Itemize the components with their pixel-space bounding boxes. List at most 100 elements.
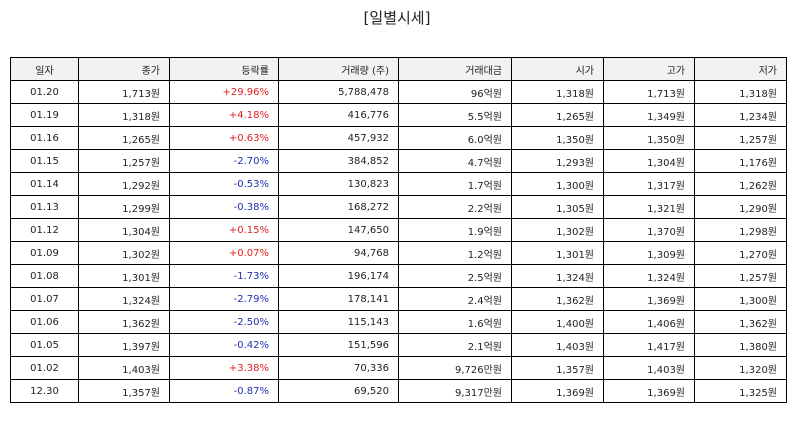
table-row: 01.07 1,324원 -2.79% 178,141 2.4억원 1,362원 1,369… [10,287,787,311]
cell-low: 1,257원 [694,126,787,150]
cell-close: 1,403원 [78,356,170,380]
cell-amount: 1.7억원 [398,172,512,196]
cell-amount: 96억원 [398,80,512,104]
cell-date: 01.08 [10,264,79,288]
cell-close: 1,318원 [78,103,170,127]
header-volume: 거래량 (주) [278,57,399,81]
cell-amount: 9,317만원 [398,379,512,403]
cell-open: 1,369원 [511,379,604,403]
cell-close: 1,301원 [78,264,170,288]
table-row: 01.15 1,257원 -2.70% 384,852 4.7억원 1,293원 1,304… [10,149,787,173]
cell-volume: 5,788,478 [278,80,399,104]
cell-low: 1,234원 [694,103,787,127]
table-row: 01.16 1,265원 +0.63% 457,932 6.0억원 1,350원 1,350… [10,126,787,150]
cell-high: 1,304원 [603,149,695,173]
cell-amount: 2.1억원 [398,333,512,357]
cell-amount: 2.2억원 [398,195,512,219]
cell-volume: 151,596 [278,333,399,357]
cell-volume: 147,650 [278,218,399,242]
header-amount: 거래대금 [398,57,512,81]
cell-open: 1,400원 [511,310,604,334]
cell-open: 1,318원 [511,80,604,104]
cell-open: 1,362원 [511,287,604,311]
cell-volume: 69,520 [278,379,399,403]
cell-low: 1,318원 [694,80,787,104]
cell-volume: 130,823 [278,172,399,196]
cell-low: 1,300원 [694,287,787,311]
daily-quote-table: 일자 종가 등락률 거래량 (주) 거래대금 시가 고가 저가 01.20 1,7… [10,57,787,403]
cell-close: 1,265원 [78,126,170,150]
cell-amount: 9,726만원 [398,356,512,380]
cell-close: 1,357원 [78,379,170,403]
cell-close: 1,292원 [78,172,170,196]
cell-volume: 384,852 [278,149,399,173]
cell-change: -2.79% [169,287,279,311]
cell-amount: 2.5억원 [398,264,512,288]
cell-open: 1,324원 [511,264,604,288]
cell-high: 1,369원 [603,379,695,403]
cell-close: 1,302원 [78,241,170,265]
page-title: [일별시세] [363,9,431,27]
cell-change: +4.18% [169,103,279,127]
table-row: 01.13 1,299원 -0.38% 168,272 2.2억원 1,305원 1,321… [10,195,787,219]
cell-amount: 2.4억원 [398,287,512,311]
cell-close: 1,257원 [78,149,170,173]
cell-low: 1,325원 [694,379,787,403]
cell-close: 1,304원 [78,218,170,242]
cell-volume: 178,141 [278,287,399,311]
cell-change: -0.42% [169,333,279,357]
cell-low: 1,380원 [694,333,787,357]
table-row: 01.19 1,318원 +4.18% 416,776 5.5억원 1,265원 1,349… [10,103,787,127]
cell-close: 1,299원 [78,195,170,219]
cell-close: 1,362원 [78,310,170,334]
table-row: 01.02 1,403원 +3.38% 70,336 9,726만원 1,357원 1,40… [10,356,787,380]
cell-change: +0.63% [169,126,279,150]
table-row: 01.20 1,713원 +29.96% 5,788,478 96억원 1,318원 1,7… [10,80,787,104]
header-date: 일자 [10,57,79,81]
table-body: 01.20 1,713원 +29.96% 5,788,478 96억원 1,318원 1,7… [10,80,787,403]
cell-date: 01.07 [10,287,79,311]
cell-change: +3.38% [169,356,279,380]
cell-volume: 115,143 [278,310,399,334]
cell-high: 1,324원 [603,264,695,288]
cell-open: 1,350원 [511,126,604,150]
table-row: 12.30 1,357원 -0.87% 69,520 9,317만원 1,369원 1,36… [10,379,787,403]
header-change: 등락률 [169,57,279,81]
cell-date: 01.19 [10,103,79,127]
cell-high: 1,349원 [603,103,695,127]
cell-volume: 416,776 [278,103,399,127]
cell-open: 1,302원 [511,218,604,242]
cell-close: 1,397원 [78,333,170,357]
cell-change: -2.50% [169,310,279,334]
cell-open: 1,357원 [511,356,604,380]
cell-high: 1,309원 [603,241,695,265]
cell-close: 1,324원 [78,287,170,311]
table-header-row: 일자 종가 등락률 거래량 (주) 거래대금 시가 고가 저가 [10,57,787,81]
table-row: 01.05 1,397원 -0.42% 151,596 2.1억원 1,403원 1,417… [10,333,787,357]
cell-amount: 1.6억원 [398,310,512,334]
cell-date: 01.20 [10,80,79,104]
cell-open: 1,293원 [511,149,604,173]
cell-volume: 168,272 [278,195,399,219]
table-row: 01.09 1,302원 +0.07% 94,768 1.2억원 1,301원 1,309원… [10,241,787,265]
cell-high: 1,369원 [603,287,695,311]
cell-high: 1,403원 [603,356,695,380]
cell-date: 01.13 [10,195,79,219]
cell-low: 1,320원 [694,356,787,380]
cell-date: 01.02 [10,356,79,380]
cell-volume: 94,768 [278,241,399,265]
cell-change: +0.15% [169,218,279,242]
header-open: 시가 [511,57,604,81]
cell-high: 1,370원 [603,218,695,242]
cell-high: 1,713원 [603,80,695,104]
cell-open: 1,300원 [511,172,604,196]
cell-high: 1,321원 [603,195,695,219]
cell-date: 01.06 [10,310,79,334]
cell-change: +29.96% [169,80,279,104]
table-row: 01.14 1,292원 -0.53% 130,823 1.7억원 1,300원 1,317… [10,172,787,196]
cell-change: -1.73% [169,264,279,288]
cell-change: -0.53% [169,172,279,196]
cell-volume: 196,174 [278,264,399,288]
cell-date: 01.12 [10,218,79,242]
table-row: 01.08 1,301원 -1.73% 196,174 2.5억원 1,324원 1,324… [10,264,787,288]
